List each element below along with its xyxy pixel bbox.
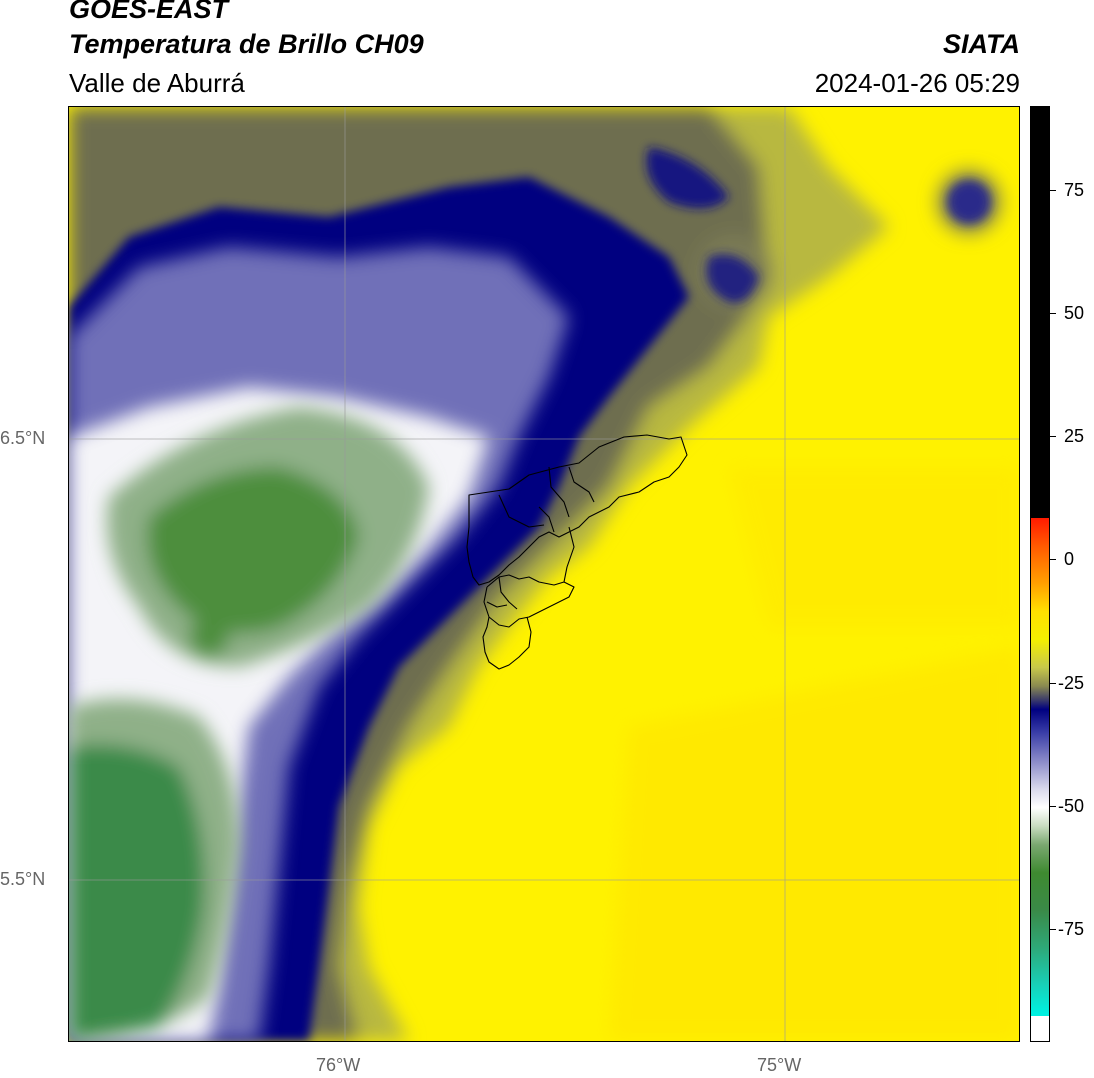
- internal-boundary-3: [568, 466, 595, 503]
- internal-boundary-4: [538, 506, 555, 533]
- lon-label-76: 76°W: [316, 1055, 361, 1075]
- colorbar-tick: [1050, 313, 1056, 314]
- south-boundary: [482, 616, 532, 670]
- colorbar-tick: [1050, 559, 1056, 560]
- agency-label: SIATA: [943, 29, 1020, 59]
- central-boundary-2: [486, 574, 565, 588]
- warm-patches: [609, 467, 1019, 1041]
- internal-boundary-6: [486, 601, 508, 608]
- satellite-map[interactable]: [68, 106, 1020, 1042]
- colorbar-label-75: 75: [1064, 180, 1085, 200]
- colorbar-tick: [1050, 929, 1056, 930]
- colorbar-label-50: 50: [1064, 303, 1085, 323]
- colorbar-tick: [1050, 190, 1056, 191]
- very-cold-tops: [69, 407, 429, 1041]
- internal-boundary-1: [498, 494, 545, 528]
- colorbar: [1030, 106, 1050, 1042]
- colorbar-label-0: 0: [1064, 549, 1075, 569]
- north-boundary: [466, 434, 688, 586]
- graticule: [69, 107, 1019, 1041]
- lon-label-75: 75°W: [757, 1055, 802, 1075]
- colorbar-tick: [1050, 683, 1056, 684]
- internal-boundary-5: [498, 576, 518, 610]
- lat-label-6.5: 6.5°N: [0, 428, 46, 448]
- internal-boundary-2: [548, 466, 570, 518]
- central-boundary: [483, 526, 575, 628]
- valle-aburra-boundaries: [466, 434, 688, 670]
- colorbar-label-neg25: -25: [1058, 673, 1085, 693]
- datetime-label: 2024-01-26 05:29: [814, 68, 1020, 98]
- colorbar-label-neg50: -50: [1058, 796, 1085, 816]
- colorbar-label-neg75: -75: [1058, 919, 1085, 939]
- colorbar-tick: [1050, 436, 1056, 437]
- product-title: Temperatura de Brillo CH09: [69, 29, 424, 59]
- region-subtitle: Valle de Aburrá: [69, 68, 245, 98]
- lat-label-5.5: 5.5°N: [0, 869, 46, 889]
- brightness-temperature-field: [69, 107, 1019, 1041]
- colorbar-label-25: 25: [1064, 426, 1085, 446]
- satellite-title: GOES-EAST: [69, 0, 229, 24]
- colorbar-tick: [1050, 806, 1056, 807]
